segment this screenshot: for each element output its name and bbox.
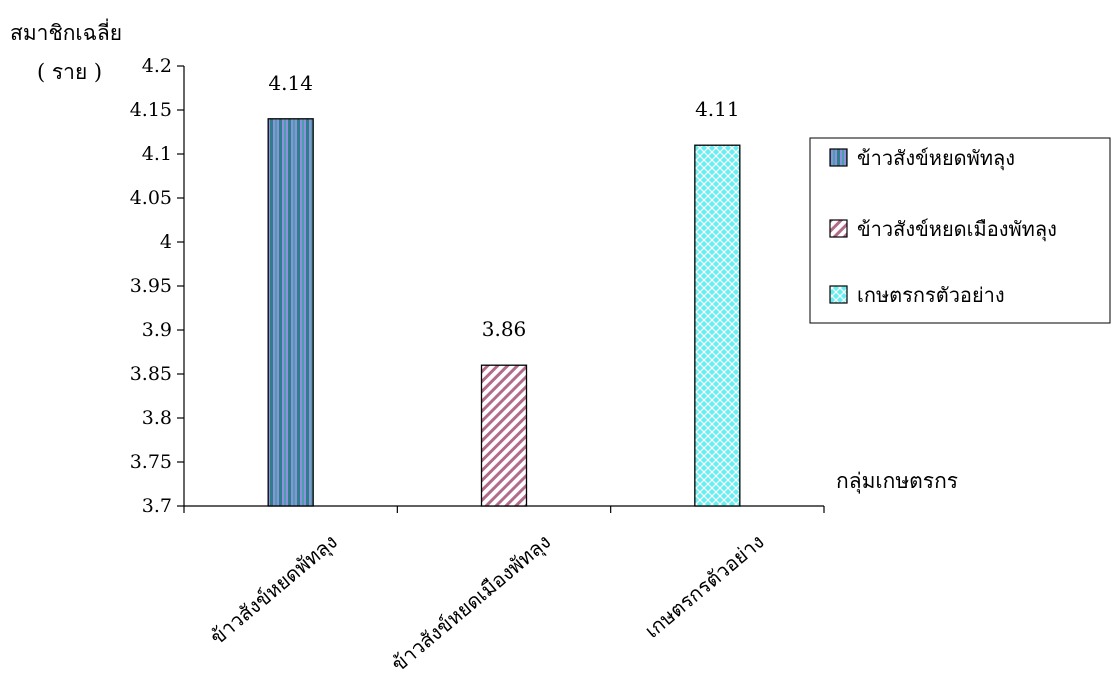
y-tick-label: 3.8 [142, 407, 172, 429]
y-tick-label: 4.15 [130, 99, 172, 121]
y-tick-label: 4.2 [142, 55, 172, 77]
data-label-1: 4.14 [268, 71, 313, 95]
bar-1 [267, 118, 314, 507]
data-label-2: 3.86 [482, 317, 527, 341]
y-tick-label: 3.7 [142, 495, 172, 517]
legend: ข้าวสังข์หยดพัทลุง ข้าวสังข์หยดเมืองพัทล… [809, 137, 1111, 324]
y-tick-label: 3.85 [130, 363, 172, 385]
legend-box [809, 137, 1111, 324]
y-axis-title: สมาชิกเฉลี่ย [10, 18, 122, 45]
legend-swatch-2 [829, 219, 848, 238]
y-tick-label: 4.1 [142, 143, 172, 165]
legend-label-3: เกษตรกรตัวอย่าง [857, 283, 1005, 307]
y-tick-label: 3.75 [130, 451, 172, 473]
bars [267, 118, 741, 507]
legend-label-1: ข้าวสังข์หยดพัทลุง [857, 146, 1015, 171]
data-labels: 4.14 3.86 4.11 [268, 71, 739, 341]
category-labels: ข้าวสังข์หยดพัทลุง ข้าวสังข์หยดเมืองพัทลุ… [205, 529, 768, 677]
y-axis-unit: ( ราย ) [37, 60, 102, 84]
category-label-1: ข้าวสังข์หยดพัทลุง [205, 529, 342, 650]
bar-3 [694, 144, 741, 507]
data-label-3: 4.11 [695, 97, 740, 121]
y-tick-label: 4.05 [130, 187, 172, 209]
category-label-2: ข้าวสังข์หยดเมืองพัทลุง [387, 529, 556, 677]
category-label-3: เกษตรกรตัวอย่าง [640, 529, 769, 642]
legend-swatch-1 [829, 148, 848, 167]
x-axis-title: กลุ่มเกษตรกร [836, 469, 958, 494]
x-ticks [183, 506, 825, 513]
y-tick-label: 3.95 [130, 275, 172, 297]
legend-label-2: ข้าวสังข์หยดเมืองพัทลุง [857, 217, 1057, 242]
y-tick-label: 3.9 [142, 319, 172, 341]
y-tick-label: 4 [160, 231, 172, 253]
bar-2 [480, 364, 528, 507]
legend-swatch-3 [829, 285, 848, 304]
y-ticks: 3.7 3.75 3.8 3.85 3.9 3.95 4 4.05 4.1 4.15 4.2 [130, 55, 184, 517]
